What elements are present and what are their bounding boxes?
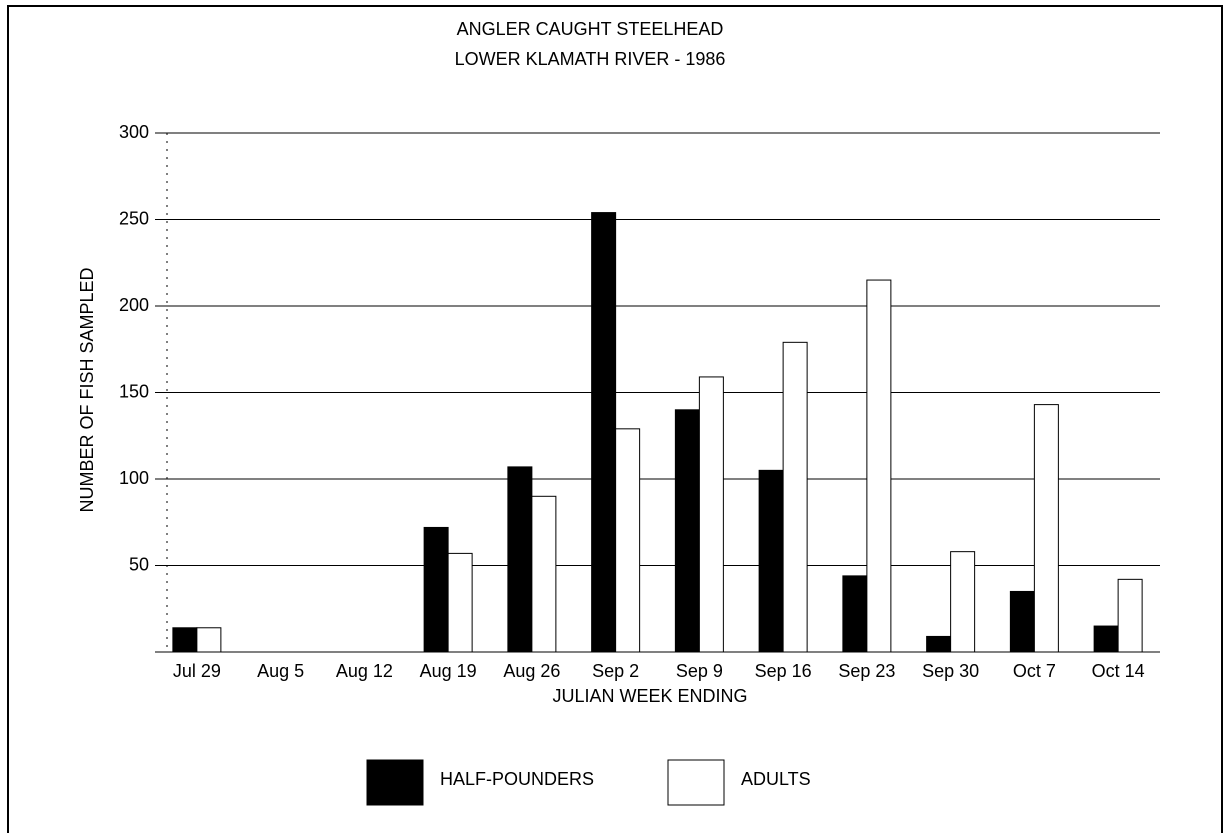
y-tick-label: 250 [119, 208, 149, 228]
chart-subtitle: LOWER KLAMATH RIVER - 1986 [455, 49, 726, 69]
bar [926, 635, 952, 653]
y-axis-title: NUMBER OF FISH SAMPLED [77, 267, 97, 512]
bar [591, 212, 617, 653]
y-tick-label: 150 [119, 381, 149, 401]
bar [196, 627, 222, 653]
x-tick-label: Aug 5 [257, 661, 304, 681]
y-tick-label: 200 [119, 295, 149, 315]
bar [950, 551, 976, 653]
bar [842, 575, 868, 653]
chart-title: ANGLER CAUGHT STEELHEAD [457, 19, 724, 39]
bar [447, 552, 473, 653]
bar [1117, 578, 1143, 653]
bar [507, 466, 533, 653]
legend-swatch [667, 759, 725, 806]
bar [1009, 590, 1035, 653]
bar [615, 428, 641, 653]
bar [698, 376, 724, 653]
x-tick-label: Jul 29 [173, 661, 221, 681]
bar [674, 409, 700, 653]
y-tick-label: 300 [119, 122, 149, 142]
x-tick-label: Sep 30 [922, 661, 979, 681]
bar [782, 341, 808, 653]
frame [7, 5, 1223, 833]
bar [758, 469, 784, 653]
x-tick-label: Sep 16 [755, 661, 812, 681]
bar [172, 627, 198, 653]
x-axis-title: JULIAN WEEK ENDING [552, 686, 747, 706]
bar [531, 495, 557, 653]
y-tick-label: 50 [129, 554, 149, 574]
y-tick-label: 100 [119, 468, 149, 488]
legend-label: HALF-POUNDERS [440, 769, 594, 789]
bar [866, 279, 892, 653]
x-tick-label: Aug 26 [503, 661, 560, 681]
x-tick-label: Sep 9 [676, 661, 723, 681]
x-tick-label: Aug 19 [420, 661, 477, 681]
x-tick-label: Sep 23 [838, 661, 895, 681]
x-tick-label: Oct 7 [1013, 661, 1056, 681]
legend-swatch [366, 759, 424, 806]
x-tick-label: Oct 14 [1092, 661, 1145, 681]
bar [1093, 625, 1119, 653]
bar [1033, 404, 1059, 653]
x-tick-label: Aug 12 [336, 661, 393, 681]
bar [423, 526, 449, 653]
x-tick-label: Sep 2 [592, 661, 639, 681]
legend-label: ADULTS [741, 769, 811, 789]
